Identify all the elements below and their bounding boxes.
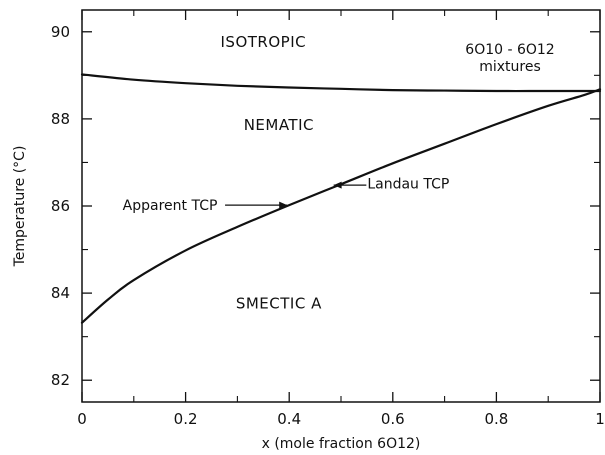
y-tick-label: 88	[51, 110, 70, 128]
x-tick-labels-group: 0 0.2 0.4 0.6 0.8 1	[77, 410, 605, 428]
region-label-smectic-a: SMECTIC A	[236, 294, 322, 312]
x-tick-label: 0	[77, 410, 87, 428]
y-tick-labels-group: 82 84 86 88 90	[51, 23, 70, 389]
plot-frame	[81, 9, 601, 403]
x-tick-label: 0.8	[484, 410, 508, 428]
isotropic-nematic-boundary-line	[80, 73, 602, 93]
x-axis-title: x (mole fraction 6O12)	[262, 436, 421, 452]
annotation-landau-tcp: Landau TCP	[367, 176, 449, 192]
region-labels-group: ISOTROPIC NEMATIC SMECTIC A	[221, 33, 322, 312]
arrow-landau-tcp-head	[333, 181, 342, 189]
region-label-nematic: NEMATIC	[244, 116, 314, 134]
x-tick-label: 0.4	[277, 410, 301, 428]
annotations-group: Apparent TCP Landau TCP	[123, 176, 450, 214]
region-label-isotropic: ISOTROPIC	[221, 33, 307, 51]
y-tick-label: 86	[51, 197, 70, 215]
x-tick-label: 0.2	[174, 410, 198, 428]
annotation-apparent-tcp: Apparent TCP	[123, 198, 218, 214]
y-tick-label: 84	[51, 284, 70, 302]
y-tick-label: 82	[51, 371, 70, 389]
x-tick-label: 1	[595, 410, 605, 428]
y-tick-label: 90	[51, 23, 70, 41]
y-axis-title: Temperature (°C)	[12, 146, 28, 268]
chart-title-line-2: mixtures	[479, 59, 541, 75]
chart-title-line-1: 6O10 - 6O12	[465, 42, 554, 58]
arrow-apparent-tcp-head	[279, 201, 288, 209]
x-tick-label: 0.6	[381, 410, 405, 428]
